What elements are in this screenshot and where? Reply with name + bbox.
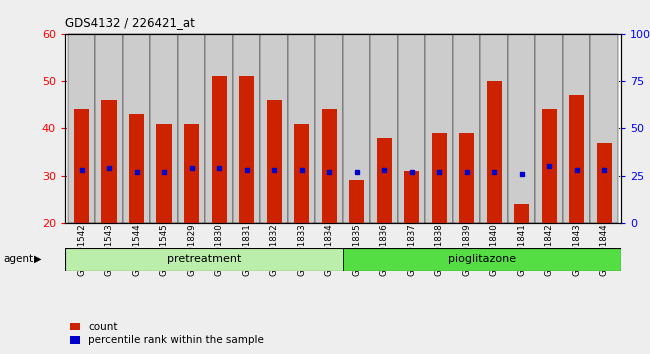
Bar	[101, 100, 116, 223]
Bar	[74, 109, 89, 223]
Bar	[514, 204, 529, 223]
Bar	[322, 109, 337, 223]
Bar	[425, 34, 453, 223]
Bar	[480, 34, 508, 223]
Bar	[370, 34, 398, 223]
Bar	[569, 95, 584, 223]
Bar	[432, 133, 447, 223]
Bar	[129, 114, 144, 223]
Bar	[68, 34, 96, 223]
Text: ▶: ▶	[34, 254, 42, 264]
Bar	[288, 34, 315, 223]
Bar	[294, 124, 309, 223]
Bar	[349, 181, 364, 223]
Bar	[184, 124, 199, 223]
Text: pioglitazone: pioglitazone	[448, 254, 516, 264]
Bar	[315, 34, 343, 223]
Bar	[233, 34, 261, 223]
Bar	[266, 100, 281, 223]
Bar	[453, 34, 480, 223]
Bar	[205, 34, 233, 223]
Bar	[459, 133, 474, 223]
Bar	[508, 34, 536, 223]
Bar	[404, 171, 419, 223]
Bar	[211, 76, 227, 223]
Bar	[590, 34, 618, 223]
Bar	[536, 34, 563, 223]
Text: agent: agent	[3, 254, 33, 264]
Bar	[487, 81, 502, 223]
Bar	[157, 124, 172, 223]
Bar	[541, 109, 557, 223]
Bar	[343, 248, 621, 271]
Bar	[343, 34, 370, 223]
Bar	[96, 34, 123, 223]
Bar	[239, 76, 254, 223]
Bar	[178, 34, 205, 223]
Bar	[597, 143, 612, 223]
Legend: count, percentile rank within the sample: count, percentile rank within the sample	[70, 322, 264, 345]
Bar	[65, 248, 343, 271]
Bar	[261, 34, 288, 223]
Bar	[150, 34, 178, 223]
Bar	[398, 34, 425, 223]
Text: pretreatment: pretreatment	[167, 254, 241, 264]
Text: GDS4132 / 226421_at: GDS4132 / 226421_at	[65, 16, 195, 29]
Bar	[123, 34, 150, 223]
Bar	[563, 34, 590, 223]
Bar	[376, 138, 392, 223]
